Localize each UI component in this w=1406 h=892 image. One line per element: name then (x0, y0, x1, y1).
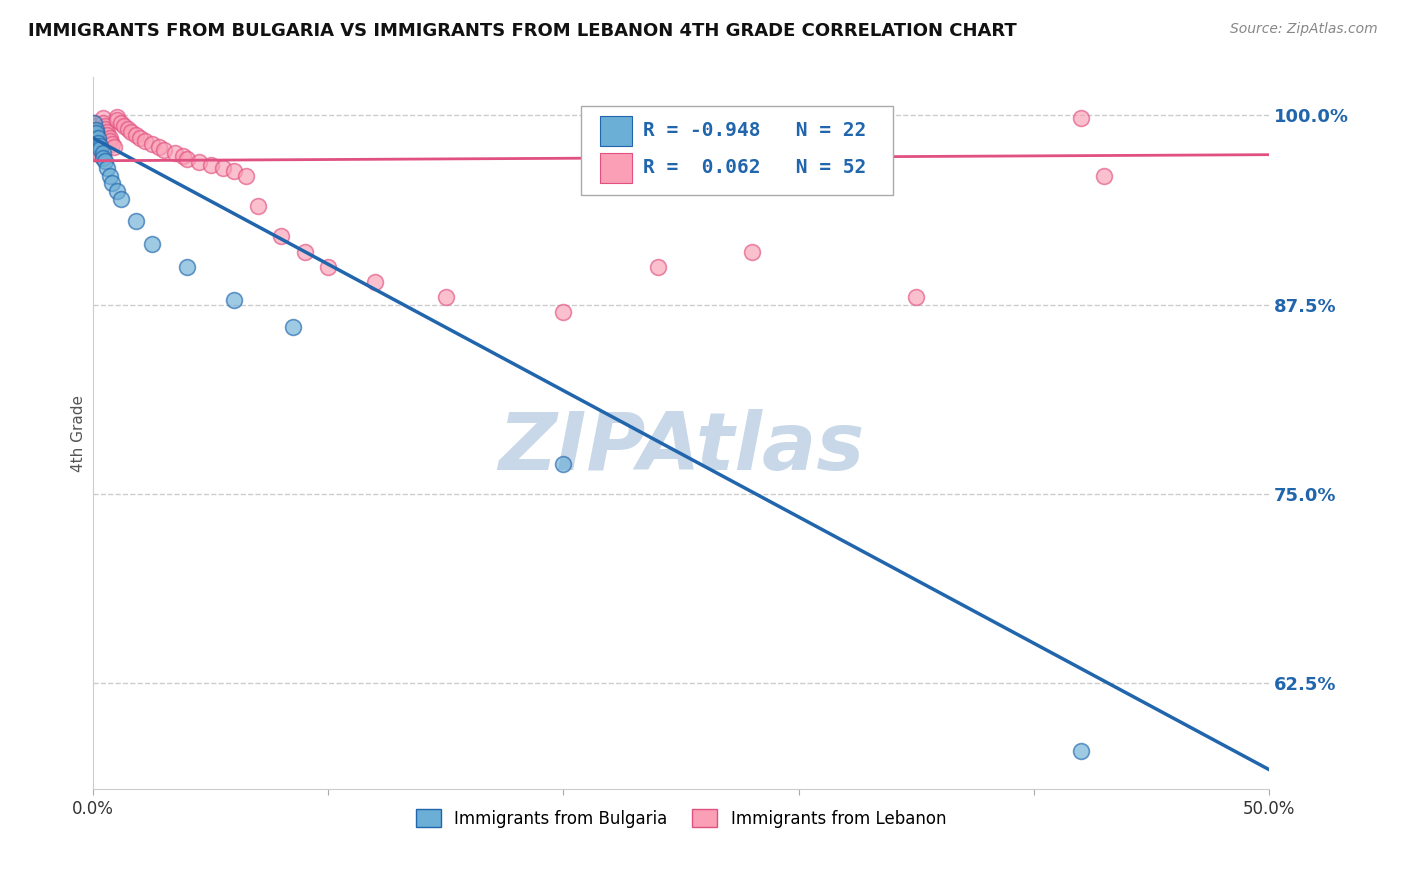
Point (91, 146, 114, 161)
Point (281, 320, 304, 334)
Point (1070, 744, 1092, 758)
Point (364, 275, 387, 289)
Point (152, 143, 174, 157)
Point (96, 161, 118, 176)
Point (84, 127, 107, 141)
Text: R = -0.948   N = 22: R = -0.948 N = 22 (644, 121, 866, 140)
Point (105, 184, 128, 198)
Point (94, 119, 117, 133)
Point (294, 244, 316, 259)
Y-axis label: 4th Grade: 4th Grade (72, 395, 86, 472)
FancyBboxPatch shape (600, 153, 631, 183)
Point (129, 131, 152, 145)
Point (91, 151, 114, 165)
Point (318, 260, 340, 274)
Point (124, 128, 146, 142)
Point (176, 152, 198, 166)
Point (134, 134, 156, 148)
Point (110, 192, 132, 206)
FancyBboxPatch shape (581, 106, 893, 194)
Point (211, 161, 233, 176)
Point (172, 149, 194, 163)
Point (270, 229, 292, 244)
Point (87, 131, 110, 145)
Point (188, 155, 211, 169)
Point (105, 110, 128, 124)
Point (94, 153, 117, 168)
Point (96, 125, 118, 139)
Text: R =  0.062   N = 52: R = 0.062 N = 52 (644, 159, 866, 178)
Point (101, 137, 124, 152)
Text: Source: ZipAtlas.com: Source: ZipAtlas.com (1230, 22, 1378, 37)
Point (83, 116, 105, 130)
Point (224, 164, 246, 178)
Point (84, 127, 107, 141)
Point (98, 134, 121, 148)
Point (141, 237, 163, 252)
Point (91, 116, 114, 130)
Point (200, 158, 222, 172)
Point (165, 146, 187, 161)
Point (120, 125, 142, 139)
Point (110, 116, 132, 130)
Point (87, 136, 110, 150)
Legend: Immigrants from Bulgaria, Immigrants from Lebanon: Immigrants from Bulgaria, Immigrants fro… (409, 803, 953, 834)
Point (553, 457, 575, 471)
Point (117, 122, 139, 136)
Point (141, 137, 163, 152)
Text: ZIPAtlas: ZIPAtlas (498, 409, 865, 486)
Point (98, 131, 121, 145)
Point (1070, 112, 1092, 126)
Point (124, 214, 146, 228)
Point (87, 132, 110, 146)
Point (89, 142, 111, 156)
FancyBboxPatch shape (600, 116, 631, 145)
Point (87, 129, 110, 144)
Point (89, 145, 111, 159)
Point (224, 293, 246, 307)
Point (87, 138, 110, 153)
Point (103, 140, 125, 154)
Point (647, 260, 669, 274)
Point (434, 290, 457, 304)
Point (176, 260, 198, 274)
Point (84, 123, 107, 137)
Point (105, 112, 128, 127)
Point (1092, 169, 1115, 183)
Point (83, 116, 105, 130)
Point (89, 142, 111, 156)
Point (235, 169, 257, 183)
Point (94, 122, 117, 136)
Point (91, 112, 114, 126)
Point (98, 169, 121, 183)
Point (89, 147, 111, 161)
Text: IMMIGRANTS FROM BULGARIA VS IMMIGRANTS FROM LEBANON 4TH GRADE CORRELATION CHART: IMMIGRANTS FROM BULGARIA VS IMMIGRANTS F… (28, 22, 1017, 40)
Point (148, 140, 170, 154)
Point (112, 119, 135, 133)
Point (96, 128, 118, 142)
Point (84, 119, 107, 133)
Point (84, 123, 107, 137)
Point (905, 290, 928, 304)
Point (741, 244, 763, 259)
Point (89, 138, 111, 153)
Point (553, 305, 575, 319)
Point (101, 177, 124, 191)
Point (246, 199, 269, 213)
